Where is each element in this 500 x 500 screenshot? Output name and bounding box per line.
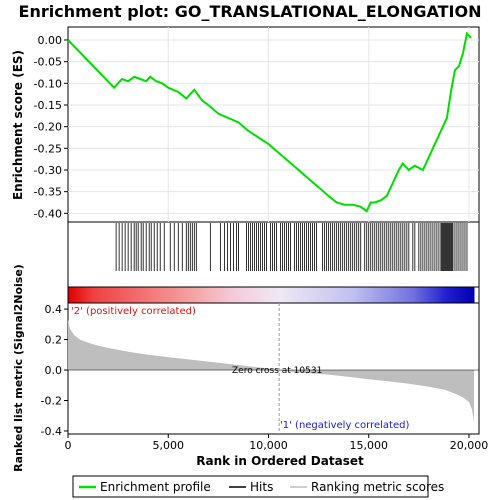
legend-label-metric: Ranking metric scores	[311, 480, 444, 494]
metric-tick-label: 0.2	[45, 334, 63, 347]
rank-gradient-bar	[69, 288, 475, 303]
hits-panel	[68, 222, 479, 287]
metric-tick-label: 0.4	[45, 303, 63, 316]
positive-correlation-label: '2' (positively correlated)	[71, 306, 196, 317]
es-tick-label: -0.05	[34, 56, 62, 69]
x-tick-label: 10,000	[249, 439, 288, 452]
legend-label-hits: Hits	[250, 480, 273, 494]
metric-tick-label: 0.0	[45, 364, 63, 377]
es-tick-label: -0.25	[34, 142, 62, 155]
metric-tick-label: -0.2	[41, 394, 62, 407]
negative-correlation-label: '1' (negatively correlated)	[280, 420, 409, 431]
x-tick-label: 5,000	[152, 439, 184, 452]
es-tick-label: 0.00	[38, 34, 63, 47]
es-tick-label: -0.10	[34, 77, 62, 90]
x-tick-label: 15,000	[349, 439, 388, 452]
chart-title: Enrichment plot: GO_TRANSLATIONAL_ELONGA…	[19, 2, 482, 21]
zero-cross-label: Zero cross at 10531	[232, 366, 322, 376]
metric-tick-label: -0.4	[41, 425, 62, 438]
es-y-axis-label: Enrichment score (ES)	[11, 50, 25, 200]
metric-y-axis: 0.4 0.2 0.0 -0.2 -0.4	[41, 303, 68, 438]
es-tick-label: -0.20	[34, 121, 62, 134]
es-tick-label: -0.15	[34, 99, 62, 112]
es-panel	[68, 27, 479, 222]
x-axis-label: Rank in Ordered Dataset	[196, 454, 364, 468]
es-tick-label: -0.35	[34, 186, 62, 199]
es-tick-label: -0.30	[34, 164, 62, 177]
es-y-axis: 0.00 -0.05 -0.10 -0.15 -0.20 -0.25 -0.30 -0.35 -…	[34, 34, 68, 220]
es-tick-label: -0.40	[34, 207, 62, 220]
x-tick-label: 0	[65, 439, 72, 452]
legend-label-profile: Enrichment profile	[100, 480, 211, 494]
x-tick-label: 20,000	[450, 439, 489, 452]
x-axis: 0 5,000 10,000 15,000 20,000	[65, 434, 489, 452]
metric-y-axis-label: Ranked list metric (Signal2Noise)	[12, 264, 25, 472]
